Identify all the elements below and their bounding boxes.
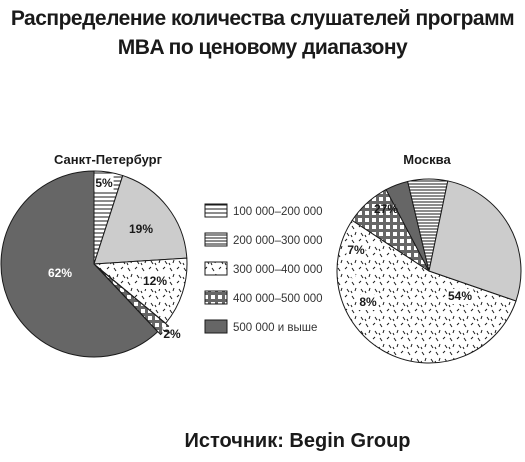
slice-label: 2% bbox=[163, 327, 181, 341]
slice-label-bg bbox=[141, 274, 169, 289]
chart-title: Распределение количества слушателей прог… bbox=[10, 7, 515, 30]
pie-title: Санкт-Петербург bbox=[54, 152, 163, 167]
pie-slice bbox=[93, 174, 188, 265]
legend-swatch bbox=[204, 261, 228, 276]
legend-label: 100 000–200 000 bbox=[233, 206, 323, 218]
slice-label: 8% bbox=[359, 295, 377, 309]
legend-label: 200 000–300 000 bbox=[233, 235, 323, 247]
pie-2: 54% 8%4% 7% 27% Москва bbox=[336, 152, 522, 364]
legend-swatch bbox=[204, 319, 228, 334]
legend-label: 500 000 и выше bbox=[233, 322, 317, 334]
pie-slice bbox=[0, 170, 159, 358]
pie-slice bbox=[336, 219, 517, 364]
slice-label-bg bbox=[358, 295, 378, 310]
slice-label: 12% bbox=[143, 274, 167, 288]
legend-item: 400 000–500 000 bbox=[204, 290, 323, 305]
slice-label: 5% bbox=[95, 176, 113, 190]
slice-label: 62% bbox=[48, 266, 72, 280]
pie-slice bbox=[428, 180, 522, 302]
slice-label: 27% bbox=[374, 202, 398, 216]
slice-label-bg bbox=[162, 327, 182, 342]
slice-label-bg bbox=[346, 243, 366, 258]
legend-swatch bbox=[204, 203, 228, 218]
slice-label: 19% bbox=[129, 222, 153, 236]
slice-label: 54% bbox=[448, 289, 472, 303]
legend-swatch bbox=[204, 290, 228, 305]
pie-title: Москва bbox=[403, 152, 451, 167]
legend-item: 500 000 и выше bbox=[204, 319, 317, 334]
legend-label: 400 000–500 000 bbox=[233, 293, 323, 305]
slice-label: 4% bbox=[341, 269, 359, 283]
legend-item: 300 000–400 000 bbox=[204, 261, 323, 276]
slice-label-bg bbox=[94, 176, 114, 191]
leader-line bbox=[162, 329, 171, 334]
legend-label: 300 000–400 000 bbox=[233, 264, 323, 276]
chart-title-line2: MBA по ценовому диапазону bbox=[117, 36, 408, 59]
source-note: Источник: Begin Group bbox=[184, 430, 411, 452]
legend-swatch bbox=[204, 232, 228, 247]
legend-item: 200 000–300 000 bbox=[204, 232, 323, 247]
slice-label: 7% bbox=[347, 243, 365, 257]
slice-label-bg bbox=[446, 289, 474, 304]
pie-1: 5% 19% 12% 2% 62% Санкт-Петербург bbox=[0, 152, 188, 358]
legend-item: 100 000–200 000 bbox=[204, 203, 323, 218]
